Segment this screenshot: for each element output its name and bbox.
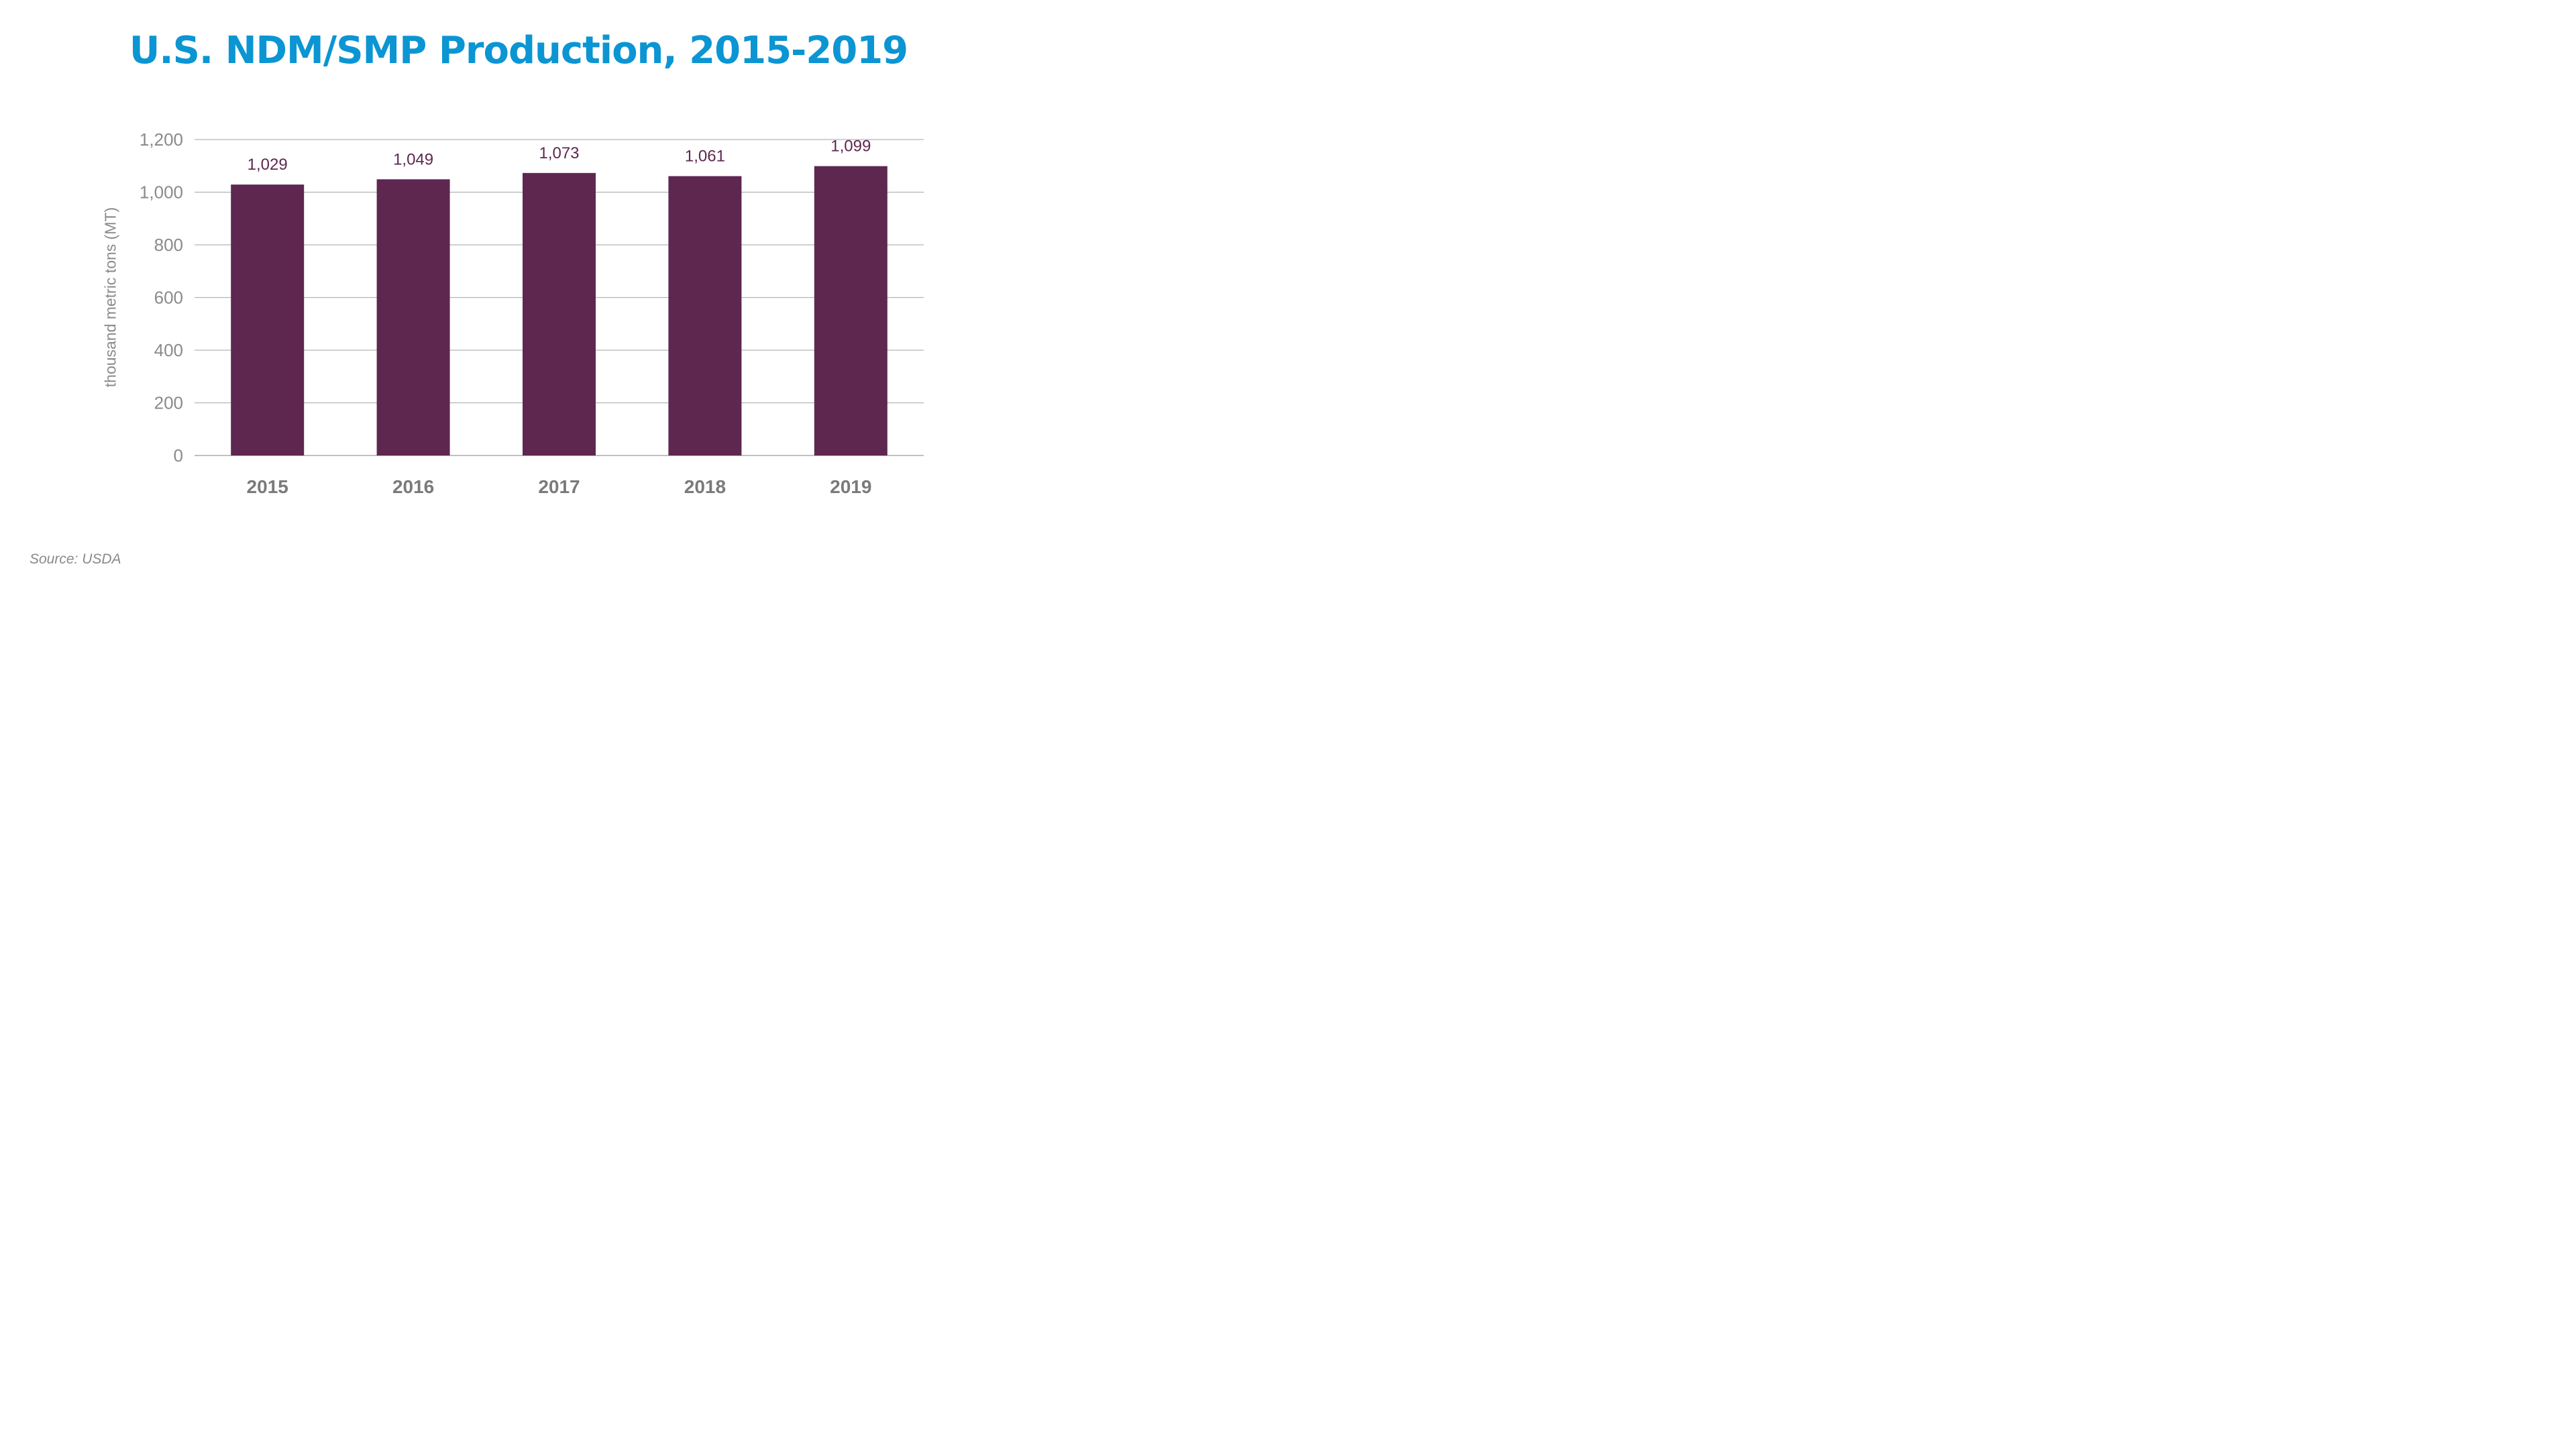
y-axis-ticks: 0 200 400 600 800 1,000 1,200 [140, 129, 183, 466]
bar-2018 [668, 176, 742, 455]
y-tick-label: 1,000 [140, 182, 183, 203]
data-labels: 1,029 1,049 1,073 1,061 1,099 [248, 138, 871, 174]
data-label-2018: 1,061 [685, 148, 725, 166]
source-note: Source: USDA [30, 551, 121, 567]
y-tick-label: 0 [174, 445, 183, 466]
x-tick-label-2015: 2015 [247, 476, 288, 497]
x-tick-label-2018: 2018 [684, 476, 726, 497]
data-label-2015: 1,029 [248, 156, 288, 174]
bar-2015 [231, 184, 305, 455]
data-label-2016: 1,049 [393, 150, 433, 168]
y-tick-label: 600 [154, 288, 183, 308]
data-label-2019: 1,099 [830, 138, 871, 156]
bar-2017 [523, 172, 596, 455]
y-tick-label: 1,200 [140, 129, 183, 150]
data-label-2017: 1,073 [539, 144, 579, 162]
bar-2019 [814, 166, 888, 455]
y-tick-label: 400 [154, 340, 183, 360]
y-tick-label: 200 [154, 393, 183, 413]
x-tick-label-2017: 2017 [538, 476, 580, 497]
x-tick-label-2019: 2019 [830, 476, 871, 497]
chart-title: U.S. NDM/SMP Production, 2015-2019 [129, 29, 908, 72]
bar-2016 [376, 179, 450, 455]
x-axis-ticks: 2015 2016 2017 2018 2019 [247, 476, 872, 497]
bars [231, 166, 888, 455]
y-tick-label: 800 [154, 235, 183, 255]
x-tick-label-2016: 2016 [392, 476, 434, 497]
